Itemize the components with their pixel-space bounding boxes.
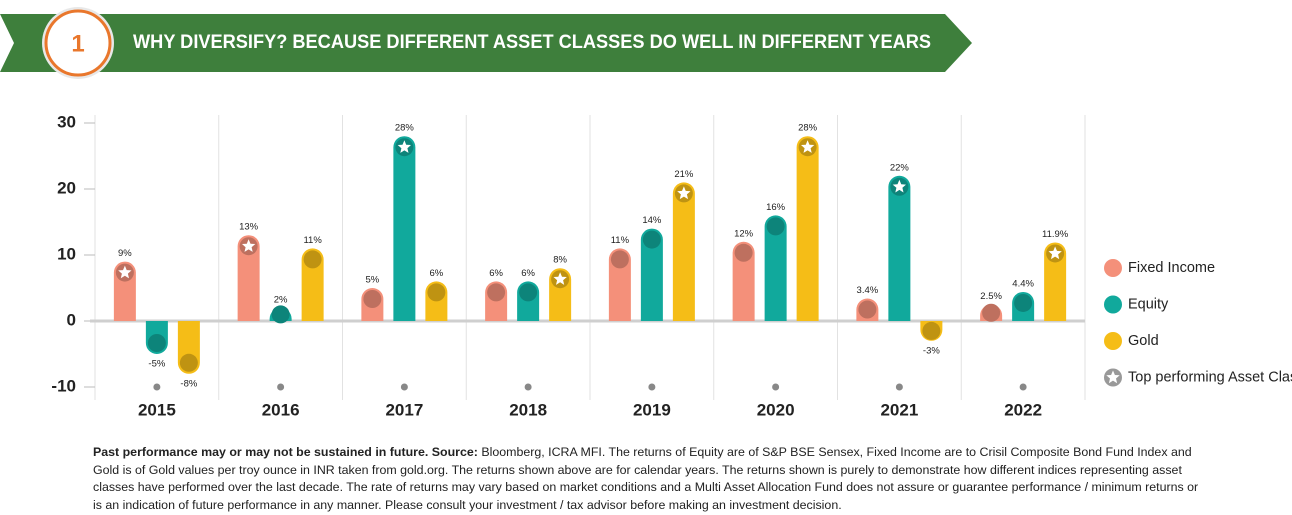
bar (1044, 242, 1067, 321)
bar-cap (147, 334, 166, 352)
top-star (118, 265, 132, 279)
value-label: 8% (553, 255, 567, 266)
value-label: 5% (366, 275, 380, 286)
y-tick-label: -10 (51, 376, 76, 395)
legend-top-star (1106, 370, 1120, 384)
bar-cap (610, 250, 629, 269)
value-label: -5% (148, 359, 165, 370)
y-tick-label: 20 (57, 178, 76, 197)
value-label: -8% (180, 378, 197, 389)
bar-cap (766, 217, 785, 236)
value-label: 28% (395, 123, 415, 134)
axis-dot (1019, 383, 1027, 391)
bar (888, 175, 911, 321)
axis-dot (153, 383, 161, 391)
x-tick-label: 2019 (633, 400, 671, 419)
value-label: 11.9% (1042, 229, 1069, 240)
axis-dot (524, 383, 532, 391)
value-label: 21% (674, 169, 694, 180)
bar (640, 228, 663, 321)
top-star (242, 239, 256, 252)
value-label: 4.4% (1012, 278, 1034, 289)
top-star (553, 272, 567, 285)
top-star (677, 186, 691, 200)
banner-number: 1 (71, 30, 84, 57)
value-label: 6% (430, 268, 444, 279)
x-tick-label: 2022 (1004, 400, 1042, 419)
value-label: 13% (239, 222, 259, 233)
banner-title: WHY DIVERSIFY? BECAUSE DIFFERENT ASSET C… (133, 32, 931, 53)
badge (44, 9, 112, 77)
bar-cap (179, 353, 198, 372)
legend-label: Fixed Income (1128, 260, 1215, 276)
legend-swatch (1104, 332, 1122, 350)
y-tick-label: 10 (57, 244, 76, 263)
bar-cap (922, 321, 941, 340)
x-tick-label: 2016 (262, 400, 300, 419)
bar-cap (519, 283, 538, 302)
bar-cap (363, 290, 382, 308)
top-star (397, 140, 411, 153)
x-tick-label: 2018 (509, 400, 547, 419)
bar-cap (858, 300, 877, 319)
value-label: 3.4% (857, 285, 879, 296)
footnote-source: Past performance may or may not be susta… (93, 445, 478, 459)
footnote: Past performance may or may not be susta… (93, 444, 1208, 514)
bar-cap (271, 305, 290, 324)
value-label: 28% (798, 123, 818, 134)
footnote-text: Bloomberg, ICRA MFI. The returns of Equi… (93, 445, 1199, 512)
axis-dot (400, 383, 408, 391)
value-label: 6% (521, 268, 535, 279)
x-tick-label: 2017 (385, 400, 423, 419)
bar (393, 136, 416, 321)
legend-label: Top performing Asset Class (1128, 369, 1292, 385)
value-label: 22% (890, 162, 910, 173)
y-tick-label: 0 (67, 310, 76, 329)
value-label: 11% (303, 235, 322, 246)
value-label: 9% (118, 248, 132, 259)
value-label: 6% (489, 268, 503, 279)
value-label: 2.5% (980, 291, 1002, 302)
chart: 1 WHY DIVERSIFY? BECAUSE DIFFERENT ASSET… (0, 7, 1292, 419)
bar-cap (1014, 293, 1033, 312)
value-label: 16% (766, 202, 786, 213)
legend-label: Equity (1128, 296, 1169, 312)
bar-cap (734, 243, 753, 262)
top-star (1048, 246, 1062, 260)
legend-swatch (1104, 259, 1122, 277)
bar (608, 248, 631, 321)
value-label: 12% (734, 228, 754, 239)
bar (301, 248, 324, 321)
axis-dot (772, 383, 780, 391)
value-label: 11% (611, 235, 630, 246)
bar (796, 136, 819, 321)
legend-label: Gold (1128, 333, 1159, 349)
y-tick-label: 30 (57, 112, 76, 131)
value-label: 14% (642, 215, 662, 226)
axis-dot (277, 383, 285, 391)
bar-cap (642, 230, 661, 249)
bar-cap (487, 283, 506, 302)
bar-cap (303, 250, 322, 269)
value-label: -3% (923, 345, 940, 356)
x-tick-label: 2021 (880, 400, 918, 419)
bar (764, 215, 787, 321)
bar (237, 235, 260, 321)
bar (732, 241, 755, 321)
axis-dot (648, 383, 656, 391)
bar-cap (427, 283, 446, 302)
axis-dot (895, 383, 903, 391)
x-tick-label: 2015 (138, 400, 176, 419)
bar-cap (982, 303, 1001, 322)
top-star (892, 179, 906, 193)
top-star (801, 140, 815, 153)
legend-swatch (1104, 295, 1122, 314)
banner (0, 14, 972, 72)
x-tick-label: 2020 (757, 400, 795, 419)
bar (672, 182, 695, 321)
value-label: 2% (274, 294, 288, 305)
